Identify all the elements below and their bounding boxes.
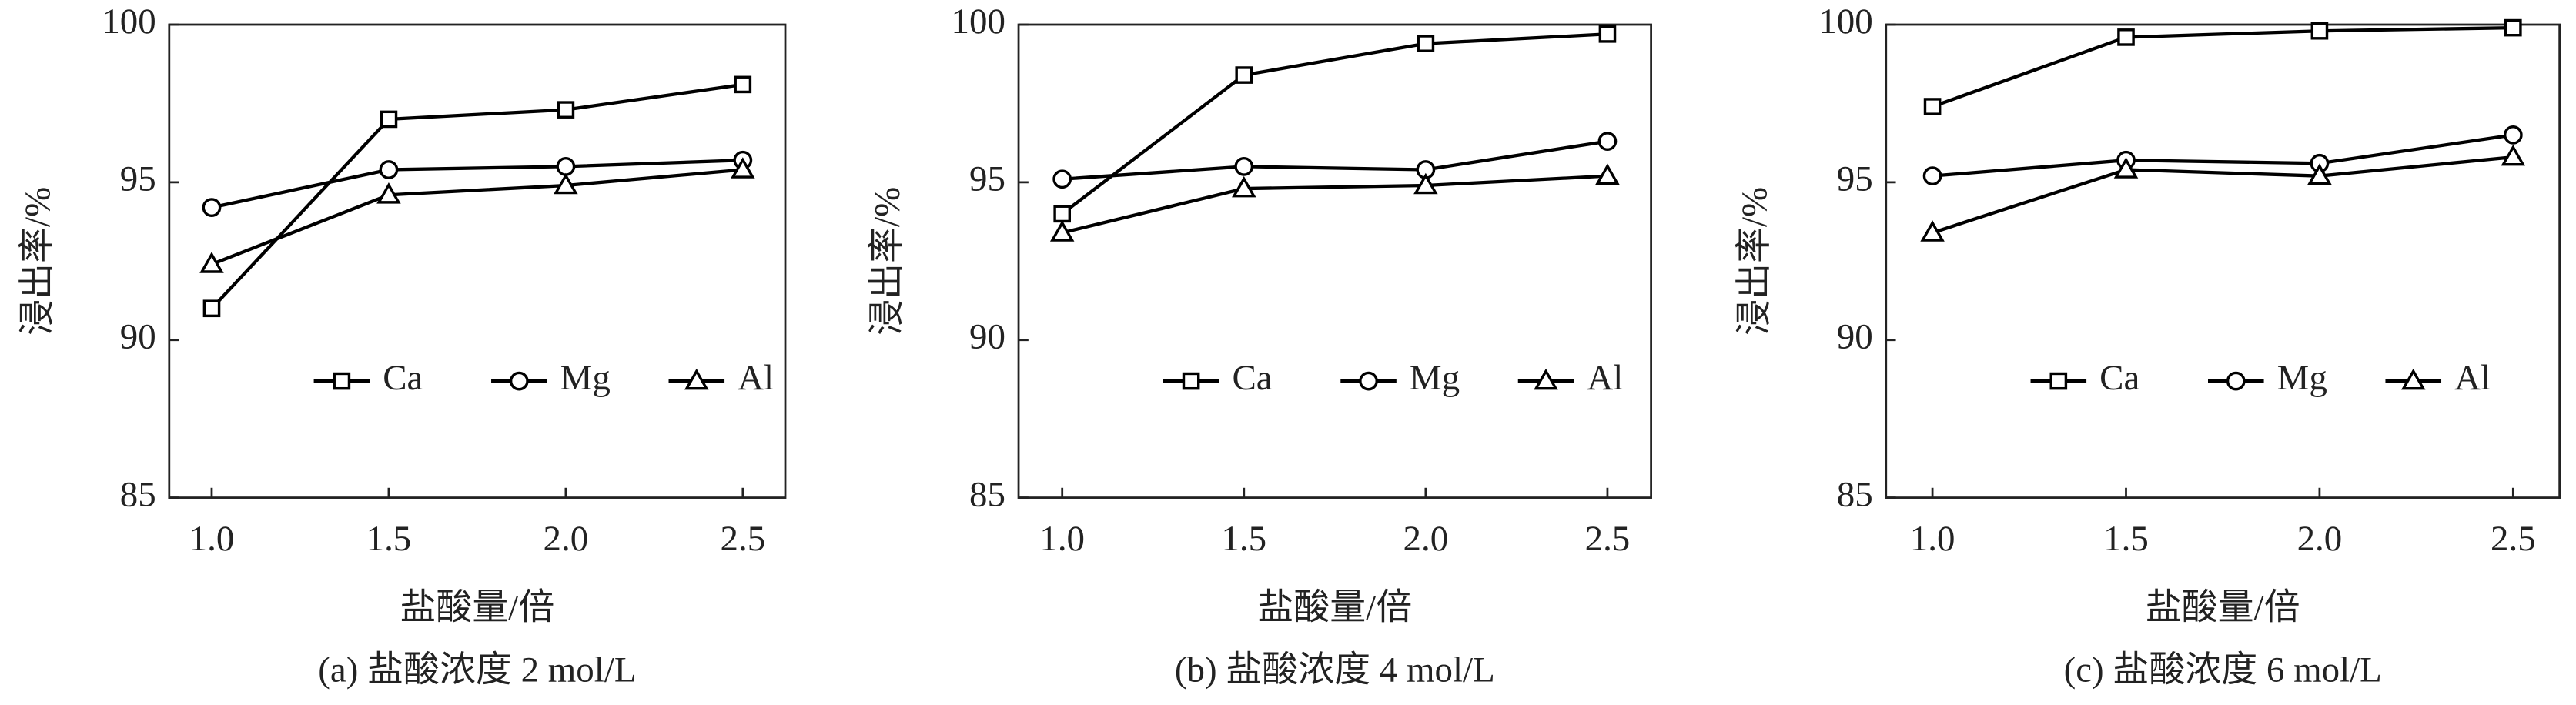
data-point: [1597, 132, 1618, 151]
series-line: [210, 82, 744, 310]
plot-frame: [168, 23, 787, 499]
x-tick-label: 1.0: [189, 519, 235, 559]
legend-label: Mg: [1410, 358, 1460, 398]
data-point: [2307, 163, 2332, 185]
legend-marker: [684, 368, 709, 390]
data-point: [2504, 18, 2522, 37]
x-tick-label: 2.0: [1403, 519, 1449, 559]
legend-marker: [2400, 368, 2426, 390]
y-tick-label: 100: [952, 2, 1005, 42]
data-point: [380, 110, 398, 129]
x-tick-label: 2.5: [1585, 519, 1631, 559]
y-tick-label: 90: [969, 316, 1005, 356]
series-line: [1062, 139, 1608, 181]
caption: (c) 盐酸浓度 6 mol/L: [2064, 650, 2382, 690]
y-tick-label: 85: [120, 474, 156, 514]
y-axis-label: 浸出率/%: [867, 187, 907, 336]
data-point: [1052, 169, 1072, 189]
legend-label: Al: [738, 358, 774, 398]
data-point: [1923, 98, 1942, 115]
series-line: [1061, 32, 1608, 216]
series-line: [211, 159, 743, 209]
data-point: [2310, 22, 2329, 40]
legend-label: Al: [2454, 358, 2491, 398]
series-line: [1932, 25, 2514, 109]
caption: (a) 盐酸浓度 2 mol/L: [318, 650, 636, 690]
y-tick-label: 100: [102, 2, 156, 42]
y-tick-label: 90: [1837, 316, 1873, 356]
data-point: [1232, 175, 1256, 198]
data-point: [1235, 66, 1253, 84]
series-line: [1932, 133, 2514, 178]
data-point: [202, 198, 222, 218]
y-tick-label: 95: [120, 159, 156, 199]
x-axis-label: 盐酸量/倍: [2146, 588, 2300, 628]
data-point: [1595, 163, 1620, 185]
legend-marker: [333, 372, 351, 390]
plot-frame: [1017, 23, 1652, 499]
legend-marker: [1359, 371, 1378, 391]
plot-frame: [1885, 23, 2561, 499]
x-tick-label: 2.5: [720, 519, 765, 559]
data-point: [199, 252, 224, 273]
y-axis-label: 浸出率/%: [1735, 187, 1775, 336]
data-point: [1413, 172, 1438, 195]
data-point: [2501, 144, 2526, 166]
data-point: [379, 160, 399, 179]
data-point: [1922, 166, 1942, 186]
legend-marker: [509, 371, 529, 391]
data-point: [1049, 220, 1075, 242]
x-tick-label: 1.0: [1910, 519, 1955, 559]
series-line: [1932, 155, 2514, 235]
data-point: [202, 299, 221, 318]
data-point: [2113, 157, 2139, 179]
y-tick-label: 95: [969, 159, 1005, 199]
data-point: [556, 157, 576, 176]
data-point: [2503, 125, 2523, 145]
caption: (b) 盐酸浓度 4 mol/L: [1175, 650, 1495, 690]
x-tick-label: 1.0: [1039, 519, 1085, 559]
y-tick-label: 100: [1818, 2, 1872, 42]
data-point: [1417, 35, 1435, 52]
data-point: [557, 101, 575, 119]
x-tick-label: 1.5: [2103, 519, 2149, 559]
x-tick-label: 2.0: [544, 519, 589, 559]
legend-label: Ca: [383, 358, 423, 398]
y-axis-label: 浸出率/%: [18, 187, 58, 336]
legend-marker: [2049, 372, 2068, 390]
x-axis-label: 盐酸量/倍: [400, 588, 555, 628]
data-point: [554, 172, 578, 195]
data-point: [1598, 25, 1617, 43]
y-tick-label: 85: [1837, 474, 1873, 514]
x-tick-label: 2.0: [2297, 519, 2343, 559]
legend-label: Ca: [1232, 358, 1272, 398]
data-point: [1234, 157, 1254, 176]
legend-label: Mg: [560, 358, 611, 398]
y-tick-label: 90: [120, 316, 156, 356]
y-tick-label: 85: [969, 474, 1005, 514]
data-point: [1920, 220, 1945, 242]
x-tick-label: 1.5: [1221, 519, 1266, 559]
data-point: [734, 75, 752, 94]
legend-label: Mg: [2277, 358, 2327, 398]
x-tick-label: 1.5: [366, 519, 412, 559]
x-tick-label: 2.5: [2491, 519, 2536, 559]
data-point: [1053, 205, 1072, 223]
legend-label: Al: [1587, 358, 1623, 398]
legend-marker: [2226, 371, 2246, 391]
series-line: [211, 168, 744, 266]
series-line: [1062, 174, 1608, 235]
legend-label: Ca: [2099, 358, 2139, 398]
data-point: [731, 157, 755, 179]
data-point: [2117, 28, 2135, 46]
x-axis-label: 盐酸量/倍: [1257, 588, 1412, 628]
legend-marker: [1534, 368, 1558, 390]
data-point: [376, 182, 401, 204]
legend-marker: [1182, 372, 1200, 390]
y-tick-label: 95: [1837, 159, 1873, 199]
